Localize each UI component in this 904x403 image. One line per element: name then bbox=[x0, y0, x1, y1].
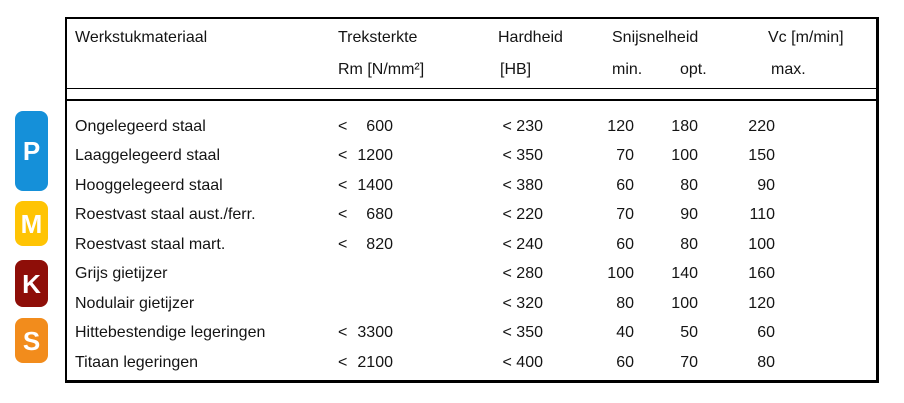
cell-tensile: <600 bbox=[338, 118, 393, 136]
cell-vmax: 150 bbox=[748, 147, 775, 165]
table-row: Laaggelegeerd staal <1200 < 350 70 100 1… bbox=[67, 142, 876, 172]
cell-hardness: < 380 bbox=[502, 176, 543, 194]
less-than-sign: < bbox=[338, 324, 348, 342]
header-max: max. bbox=[771, 61, 806, 78]
header-cutting-speed: Snijsnelheid bbox=[612, 29, 699, 46]
header-tensile: Treksterkte bbox=[338, 29, 418, 46]
table-body: Ongelegeerd staal <600 < 230 120 180 220… bbox=[67, 112, 876, 378]
cell-vmin: 60 bbox=[616, 176, 634, 194]
iso-group-badge-m: M bbox=[15, 201, 48, 246]
cell-vopt: 70 bbox=[680, 353, 698, 371]
cell-hardness: < 350 bbox=[502, 324, 543, 342]
less-than-sign: < bbox=[338, 117, 348, 135]
cell-vopt: 140 bbox=[671, 265, 698, 283]
cell-vmax: 80 bbox=[757, 353, 775, 371]
header-vc: Vc [m/min] bbox=[768, 29, 844, 46]
header-rule-thin bbox=[67, 88, 876, 89]
cell-material: Hittebestendige legeringen bbox=[75, 324, 266, 342]
cell-vopt: 100 bbox=[671, 147, 698, 165]
less-than-sign: < bbox=[338, 147, 348, 165]
cell-hardness: < 220 bbox=[502, 206, 543, 224]
cell-material: Ongelegeerd staal bbox=[75, 117, 206, 135]
iso-group-badge-k: K bbox=[15, 260, 48, 307]
tensile-value: 2100 bbox=[357, 353, 393, 371]
less-than-sign: < bbox=[338, 176, 348, 194]
less-than-sign: < bbox=[338, 353, 348, 371]
cell-vmax: 160 bbox=[748, 265, 775, 283]
less-than-sign: < bbox=[338, 206, 348, 224]
cell-vopt: 80 bbox=[680, 235, 698, 253]
cell-material: Grijs gietijzer bbox=[75, 265, 168, 283]
table-row: Nodulair gietijzer < 320 80 100 120 bbox=[67, 289, 876, 319]
cell-material: Roestvast staal aust./ferr. bbox=[75, 206, 256, 224]
cell-vmin: 120 bbox=[607, 117, 634, 135]
cell-vmin: 80 bbox=[616, 294, 634, 312]
table-row: Roestvast staal mart. <820 < 240 60 80 1… bbox=[67, 230, 876, 260]
cell-tensile: <680 bbox=[338, 206, 393, 224]
table-row: Grijs gietijzer < 280 100 140 160 bbox=[67, 260, 876, 290]
cell-vopt: 90 bbox=[680, 206, 698, 224]
iso-group-badge-p: P bbox=[15, 111, 48, 191]
header-hardness-unit: [HB] bbox=[500, 61, 532, 78]
cell-tensile: <3300 bbox=[338, 324, 393, 342]
cell-vmax: 220 bbox=[748, 117, 775, 135]
cell-hardness: < 400 bbox=[502, 353, 543, 371]
cell-vmax: 110 bbox=[749, 206, 775, 224]
cell-vopt: 100 bbox=[671, 294, 698, 312]
header-rule-thick bbox=[67, 99, 876, 101]
cell-vmin: 70 bbox=[616, 147, 634, 165]
header-material: Werkstukmateriaal bbox=[75, 29, 208, 46]
tensile-value: 820 bbox=[366, 235, 393, 253]
cell-tensile: <2100 bbox=[338, 354, 393, 372]
cell-hardness: < 280 bbox=[502, 265, 543, 283]
less-than-sign: < bbox=[338, 235, 348, 253]
cell-tensile: <1200 bbox=[338, 147, 393, 165]
cutting-data-table: Werkstukmateriaal Treksterkte Rm [N/mm²]… bbox=[65, 17, 879, 383]
cell-vmin: 60 bbox=[616, 235, 634, 253]
table-row: Roestvast staal aust./ferr. <680 < 220 7… bbox=[67, 201, 876, 231]
cell-hardness: < 230 bbox=[502, 117, 543, 135]
cell-hardness: < 350 bbox=[502, 147, 543, 165]
iso-group-badge-s: S bbox=[15, 318, 48, 363]
cell-tensile: <1400 bbox=[338, 177, 393, 195]
cell-hardness: < 320 bbox=[502, 294, 543, 312]
header-tensile-unit: Rm [N/mm²] bbox=[338, 61, 425, 78]
cell-material: Titaan legeringen bbox=[75, 353, 199, 371]
cell-vmax: 90 bbox=[757, 176, 775, 194]
tensile-value: 680 bbox=[366, 206, 393, 224]
table-row: Ongelegeerd staal <600 < 230 120 180 220 bbox=[67, 112, 876, 142]
table-row: Titaan legeringen <2100 < 400 60 70 80 bbox=[67, 348, 876, 378]
cell-vopt: 80 bbox=[680, 176, 698, 194]
cell-material: Laaggelegeerd staal bbox=[75, 147, 221, 165]
cell-vmax: 120 bbox=[748, 294, 775, 312]
cell-vmin: 100 bbox=[607, 265, 634, 283]
cell-vmin: 70 bbox=[616, 206, 634, 224]
tensile-value: 3300 bbox=[357, 324, 393, 342]
tensile-value: 1400 bbox=[357, 176, 393, 194]
cell-vmax: 100 bbox=[748, 235, 775, 253]
header-opt: opt. bbox=[680, 61, 707, 78]
tensile-value: 1200 bbox=[357, 147, 393, 165]
header-min: min. bbox=[612, 61, 643, 78]
cell-material: Hooggelegeerd staal bbox=[75, 176, 223, 194]
tensile-value: 600 bbox=[366, 117, 393, 135]
cell-material: Nodulair gietijzer bbox=[75, 294, 195, 312]
table-row: Hittebestendige legeringen <3300 < 350 4… bbox=[67, 319, 876, 349]
cell-material: Roestvast staal mart. bbox=[75, 235, 226, 253]
cell-tensile: <820 bbox=[338, 236, 393, 254]
cell-vopt: 180 bbox=[671, 117, 698, 135]
cell-vmax: 60 bbox=[757, 324, 775, 342]
cell-hardness: < 240 bbox=[502, 235, 543, 253]
table-row: Hooggelegeerd staal <1400 < 380 60 80 90 bbox=[67, 171, 876, 201]
header-hardness: Hardheid bbox=[498, 29, 563, 46]
cell-vmin: 40 bbox=[616, 324, 634, 342]
cell-vmin: 60 bbox=[616, 353, 634, 371]
cell-vopt: 50 bbox=[680, 324, 698, 342]
